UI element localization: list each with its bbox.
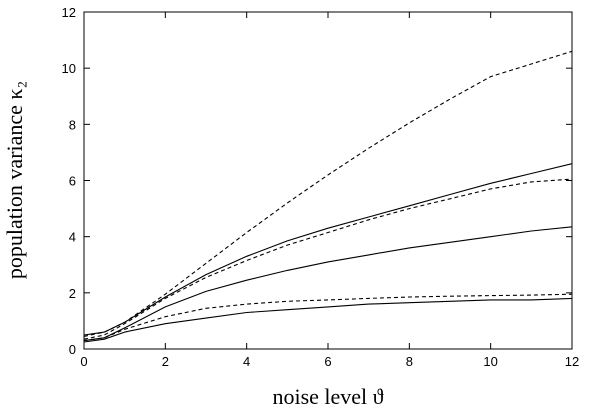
series-group bbox=[83, 50, 573, 343]
plot-frame bbox=[83, 11, 573, 350]
x-tick-label: 6 bbox=[324, 354, 331, 369]
series-line-1-dashed bbox=[83, 50, 573, 337]
x-tick-label: 10 bbox=[483, 354, 497, 369]
y-axis-label: population variance κ₂ bbox=[2, 81, 27, 279]
x-tick-label: 12 bbox=[565, 354, 579, 369]
x-tick-label: 4 bbox=[243, 354, 250, 369]
series-line-4-solid bbox=[83, 226, 573, 342]
x-axis-label: noise level ϑ bbox=[272, 384, 383, 409]
x-tick-label: 0 bbox=[80, 354, 87, 369]
series-line-5-dashed bbox=[83, 293, 573, 342]
series-line-2-solid bbox=[83, 163, 573, 336]
y-tick-label: 6 bbox=[69, 174, 76, 189]
y-tick-label: 8 bbox=[69, 117, 76, 132]
y-axis-ticks: 0 2 4 6 8 10 12 bbox=[62, 5, 572, 357]
x-tick-label: 2 bbox=[162, 354, 169, 369]
y-tick-label: 0 bbox=[69, 342, 76, 357]
series-line-6-solid bbox=[83, 297, 573, 343]
y-tick-label: 4 bbox=[69, 230, 76, 245]
x-tick-label: 8 bbox=[406, 354, 413, 369]
y-tick-label: 12 bbox=[62, 5, 76, 20]
series-line-3-dashed bbox=[83, 178, 573, 340]
x-axis-ticks: 0 2 4 6 8 10 12 bbox=[80, 12, 579, 369]
y-tick-label: 2 bbox=[69, 286, 76, 301]
y-tick-label: 10 bbox=[62, 61, 76, 76]
